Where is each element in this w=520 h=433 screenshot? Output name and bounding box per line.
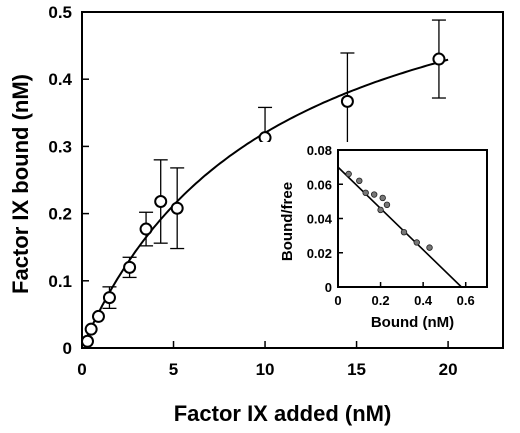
inset-x-tick-label: 0.6 — [457, 293, 475, 308]
inset-y-tick-label: 0.02 — [307, 246, 332, 261]
data-point — [91, 309, 105, 323]
y-axis-label: Factor IX bound (nM) — [8, 74, 33, 294]
main-plot-frame — [81, 11, 504, 349]
x-tick-label: 0 — [77, 360, 86, 379]
inset-data-point — [345, 170, 352, 178]
y-tick-label: 0.1 — [48, 272, 72, 291]
data-point — [154, 195, 168, 209]
inset-y-tick-label: 0.04 — [307, 212, 333, 227]
data-point — [340, 94, 354, 108]
inset-data-point — [370, 191, 378, 198]
inset-data-point — [413, 239, 420, 246]
data-point — [432, 52, 446, 66]
main-plot: 0 0.1 0.2 0.3 0.4 0.5 0 5 10 15 20 Factor IX added … — [8, 3, 504, 426]
inset-y-axis-label: Bound/free — [279, 182, 296, 261]
y-tick-label: 0.3 — [48, 137, 72, 156]
y-tick-label: 0 — [63, 339, 72, 358]
inset-data-point — [383, 201, 391, 208]
inset-y-tick-label: 0.06 — [307, 177, 332, 192]
inset-x-tick-label: 0 — [334, 293, 341, 308]
inset-data-point — [379, 194, 386, 202]
inset-y-tick-label: 0.08 — [307, 143, 332, 158]
inset-data-point — [356, 177, 363, 185]
data-point — [139, 222, 153, 236]
inset-data-point — [400, 228, 408, 236]
inset-data-point — [362, 189, 369, 197]
y-tick-label: 0.2 — [48, 205, 72, 224]
x-tick-label: 5 — [169, 360, 178, 379]
inset-data-point — [377, 206, 384, 214]
data-point — [80, 334, 94, 348]
inset-fit-line — [337, 166, 463, 288]
data-point — [170, 201, 184, 215]
inset-x-axis-label: Bound (nM) — [371, 314, 454, 331]
data-point — [102, 291, 116, 305]
y-tick-label: 0.4 — [48, 70, 72, 89]
inset-x-tick-label: 0.4 — [414, 293, 433, 308]
inset-x-tick-label: 0.2 — [372, 293, 390, 308]
x-tick-label: 20 — [439, 360, 458, 379]
inset-background — [258, 142, 497, 334]
y-tick-label: 0.5 — [48, 3, 72, 22]
x-axis-label: Factor IX added (nM) — [174, 401, 392, 426]
data-point — [84, 322, 98, 336]
inset-y-tick-label: 0 — [325, 280, 332, 295]
inset-data-point — [426, 244, 433, 251]
x-tick-label: 10 — [256, 360, 275, 379]
x-tick-label: 15 — [347, 360, 366, 379]
data-point — [258, 131, 272, 145]
data-point — [123, 260, 137, 274]
